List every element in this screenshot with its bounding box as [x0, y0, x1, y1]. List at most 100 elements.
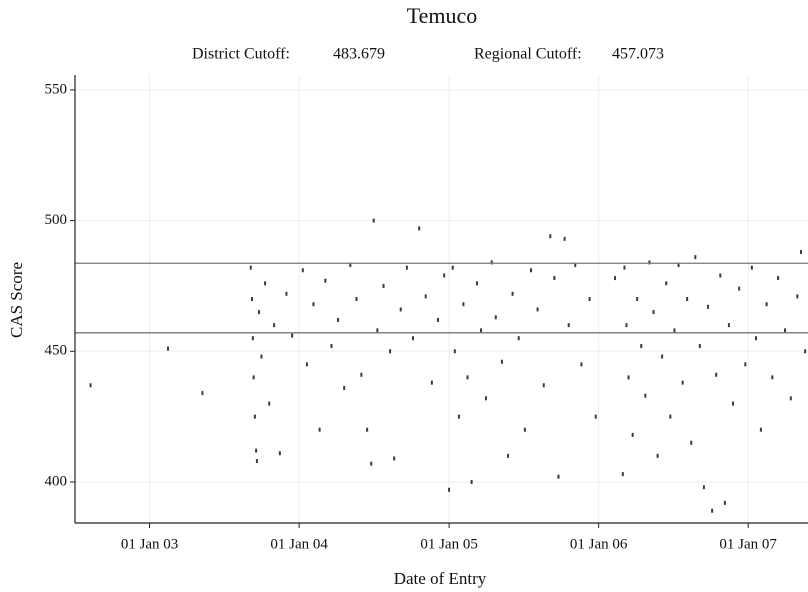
- point: [405, 265, 408, 270]
- y-tick-label: 500: [45, 212, 68, 228]
- y-tick-label: 450: [45, 343, 68, 359]
- point: [278, 451, 281, 456]
- point: [588, 297, 591, 301]
- point: [789, 396, 792, 401]
- point: [89, 383, 92, 388]
- chart-title: Temuco: [407, 3, 478, 28]
- point: [430, 380, 433, 385]
- point: [448, 487, 451, 492]
- point: [690, 440, 693, 445]
- x-tick-label: 01 Jan 03: [121, 536, 179, 552]
- point: [715, 372, 718, 377]
- point: [738, 286, 741, 291]
- point: [594, 414, 597, 419]
- point: [251, 336, 254, 341]
- point: [249, 265, 252, 270]
- point: [366, 427, 369, 432]
- x-tick-label: 01 Jan 05: [420, 536, 478, 552]
- point: [694, 255, 697, 260]
- district-label: District Cutoff:: [192, 46, 290, 63]
- point: [389, 349, 392, 354]
- point: [330, 344, 333, 349]
- point: [681, 380, 684, 385]
- point: [673, 328, 676, 333]
- point: [500, 359, 503, 364]
- point: [530, 268, 533, 273]
- point: [312, 302, 315, 307]
- point: [677, 263, 680, 268]
- point: [719, 273, 722, 278]
- x-tick-label: 01 Jan 07: [719, 536, 777, 552]
- point: [567, 323, 570, 328]
- point: [625, 323, 628, 328]
- point: [640, 344, 643, 349]
- point: [711, 508, 714, 513]
- point: [318, 427, 321, 432]
- point: [273, 323, 276, 328]
- point: [418, 226, 421, 231]
- point: [727, 323, 730, 328]
- point: [511, 291, 514, 296]
- point: [777, 276, 780, 281]
- point: [542, 383, 545, 388]
- point: [337, 317, 340, 322]
- point: [324, 278, 327, 283]
- point: [201, 391, 204, 396]
- point: [370, 461, 373, 466]
- point: [457, 414, 460, 419]
- point: [523, 427, 526, 432]
- point: [376, 328, 379, 333]
- point: [252, 375, 255, 380]
- point: [260, 354, 263, 359]
- point: [636, 297, 639, 301]
- point: [754, 336, 757, 341]
- point: [251, 297, 254, 301]
- point: [800, 249, 803, 254]
- point: [253, 414, 256, 419]
- point: [507, 453, 510, 458]
- y-tick-label: 550: [45, 81, 68, 97]
- point: [744, 362, 747, 367]
- point: [623, 265, 626, 270]
- point: [268, 401, 271, 406]
- regional-value: 457.073: [612, 46, 664, 63]
- point: [732, 401, 735, 406]
- y-axis-title: CAS Score: [7, 262, 26, 338]
- point: [257, 310, 260, 315]
- point: [285, 291, 288, 296]
- point: [462, 302, 465, 307]
- point: [264, 281, 267, 286]
- point: [443, 273, 446, 278]
- point: [494, 315, 497, 320]
- point: [580, 362, 583, 367]
- point: [167, 346, 170, 351]
- point: [771, 375, 774, 380]
- point: [517, 336, 520, 341]
- y-tick-label: 400: [45, 473, 68, 489]
- point: [549, 234, 552, 239]
- point: [698, 344, 701, 349]
- regional-label: Regional Cutoff:: [474, 46, 582, 63]
- point: [631, 432, 634, 437]
- point: [437, 317, 440, 322]
- point: [652, 310, 655, 315]
- point: [661, 354, 664, 359]
- point: [750, 265, 753, 270]
- point: [627, 375, 630, 380]
- point: [424, 294, 427, 299]
- point: [291, 333, 294, 338]
- point: [355, 297, 358, 301]
- point: [784, 328, 787, 333]
- point: [656, 453, 659, 458]
- point: [686, 297, 689, 301]
- point: [255, 459, 258, 464]
- point: [382, 283, 385, 288]
- point: [804, 349, 807, 354]
- point: [707, 304, 710, 309]
- point: [702, 485, 705, 490]
- x-tick-label: 01 Jan 06: [570, 536, 628, 552]
- point: [484, 396, 487, 401]
- point: [665, 281, 668, 286]
- point: [614, 276, 617, 281]
